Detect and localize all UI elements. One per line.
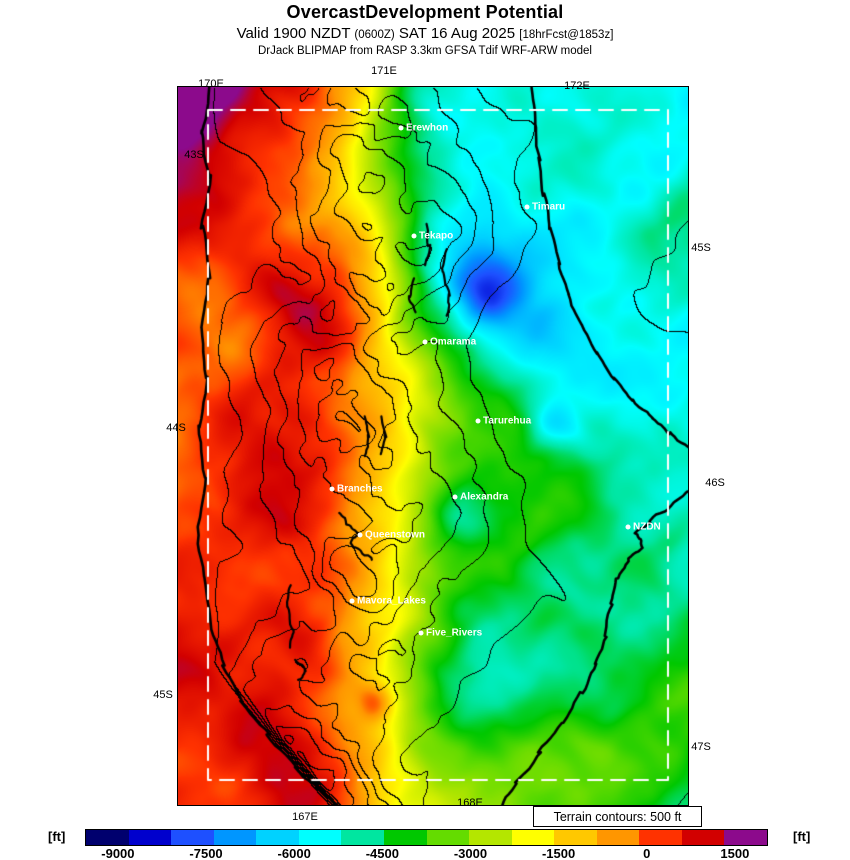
- city-label: Timaru: [532, 201, 566, 213]
- city-label: Mavora_Lakes: [357, 595, 426, 607]
- city-label: Tekapo: [419, 230, 454, 242]
- colorbar-segment: [554, 830, 597, 845]
- city-marker: [625, 524, 631, 530]
- grid-label-45s: 45S: [691, 242, 711, 254]
- colorbar-tick-label: -9000: [101, 846, 135, 860]
- colorbar-segment: [469, 830, 512, 845]
- colorbar-segment: [128, 830, 172, 845]
- page-title: OvercastDevelopment Potential: [286, 2, 564, 22]
- city-label: Queenstown: [365, 529, 426, 541]
- colorbar-gradient: [85, 829, 768, 846]
- city-marker: [398, 125, 404, 131]
- map-container: Erewhon Timaru Tekapo Omarama Tarurehua Branc…: [177, 86, 689, 806]
- grid-label-171e: 171E: [371, 65, 397, 77]
- forecast-tag: [18hrFcst@1853z]: [519, 29, 614, 41]
- valid-time-line: Valid 1900 NZDT (0600Z) SAT 16 Aug 2025 …: [0, 25, 850, 42]
- colorbar-ticks: -9000 -7500 -6000 -4500 -3000 -1500 0 1500: [85, 846, 766, 860]
- colorbar-segment: [171, 830, 214, 845]
- colorbar-segment: [383, 830, 427, 845]
- city-label: Tarurehua: [483, 415, 532, 427]
- terrain-contours-text: Terrain contours: 500 ft: [553, 809, 682, 824]
- colorbar-tick-label: -6000: [277, 846, 311, 860]
- map-canvas: [178, 87, 688, 805]
- city-label: Alexandra: [460, 491, 509, 503]
- colorbar-segment: [341, 830, 384, 845]
- colorbar-segment: [426, 830, 470, 845]
- grid-label-47s: 47S: [691, 741, 711, 753]
- valid-date: SAT 16 Aug 2025: [398, 25, 516, 42]
- unit-label-left: [ft]: [48, 829, 66, 844]
- unit-label-right: [ft]: [793, 829, 811, 844]
- colorbar-tick-label: -7500: [189, 846, 223, 860]
- colorbar-segment: [724, 830, 767, 845]
- valid-zulu: (0600Z): [354, 29, 395, 41]
- grid-label-44s: 44S: [166, 422, 186, 434]
- city-marker: [349, 598, 355, 604]
- grid-label-46s: 46S: [705, 477, 725, 489]
- grid-label-45s: 45S: [153, 689, 173, 701]
- city-marker: [411, 233, 417, 239]
- colorbar-tick-label: -1500: [541, 846, 576, 860]
- terrain-contours-note: Terrain contours: 500 ft: [533, 806, 702, 827]
- colorbar-segment: [298, 830, 342, 845]
- city-label: Erewhon: [406, 122, 449, 134]
- colorbar-segment: [213, 830, 257, 845]
- city-marker: [418, 630, 424, 636]
- grid-label-167e: 167E: [292, 811, 318, 823]
- city-marker: [452, 494, 458, 500]
- colorbar-tick-label: 1500: [720, 846, 750, 860]
- colorbar-tick-label: 0: [643, 846, 651, 860]
- colorbar-segment: [681, 830, 725, 845]
- colorbar-segment: [639, 830, 682, 845]
- city-label: Omarama: [430, 336, 477, 348]
- city-marker: [357, 532, 363, 538]
- grid-label-170e: 170E: [198, 78, 224, 90]
- colorbar-segment: [596, 830, 640, 845]
- city-label: Branches: [337, 483, 383, 495]
- city-marker: [475, 418, 481, 424]
- city-marker: [422, 339, 428, 345]
- city-marker: [524, 204, 530, 210]
- grid-label-43s: 43S: [184, 149, 204, 161]
- colorbar-segment: [256, 830, 299, 845]
- colorbar-segment: [86, 830, 129, 845]
- grid-label-168e: 168E: [457, 797, 483, 809]
- grid-label-172e: 172E: [564, 80, 590, 92]
- city-marker: [329, 486, 335, 492]
- city-label: Five_Rivers: [426, 627, 483, 639]
- colorbar-segment: [511, 830, 555, 845]
- city-label: NZDN: [633, 521, 661, 533]
- colorbar-tick-label: -4500: [365, 846, 399, 860]
- model-info-line: DrJack BLIPMAP from RASP 3.3km GFSA Tdif…: [257, 45, 592, 57]
- colorbar-tick-label: -3000: [453, 846, 488, 860]
- valid-prefix: Valid 1900 NZDT: [236, 25, 351, 42]
